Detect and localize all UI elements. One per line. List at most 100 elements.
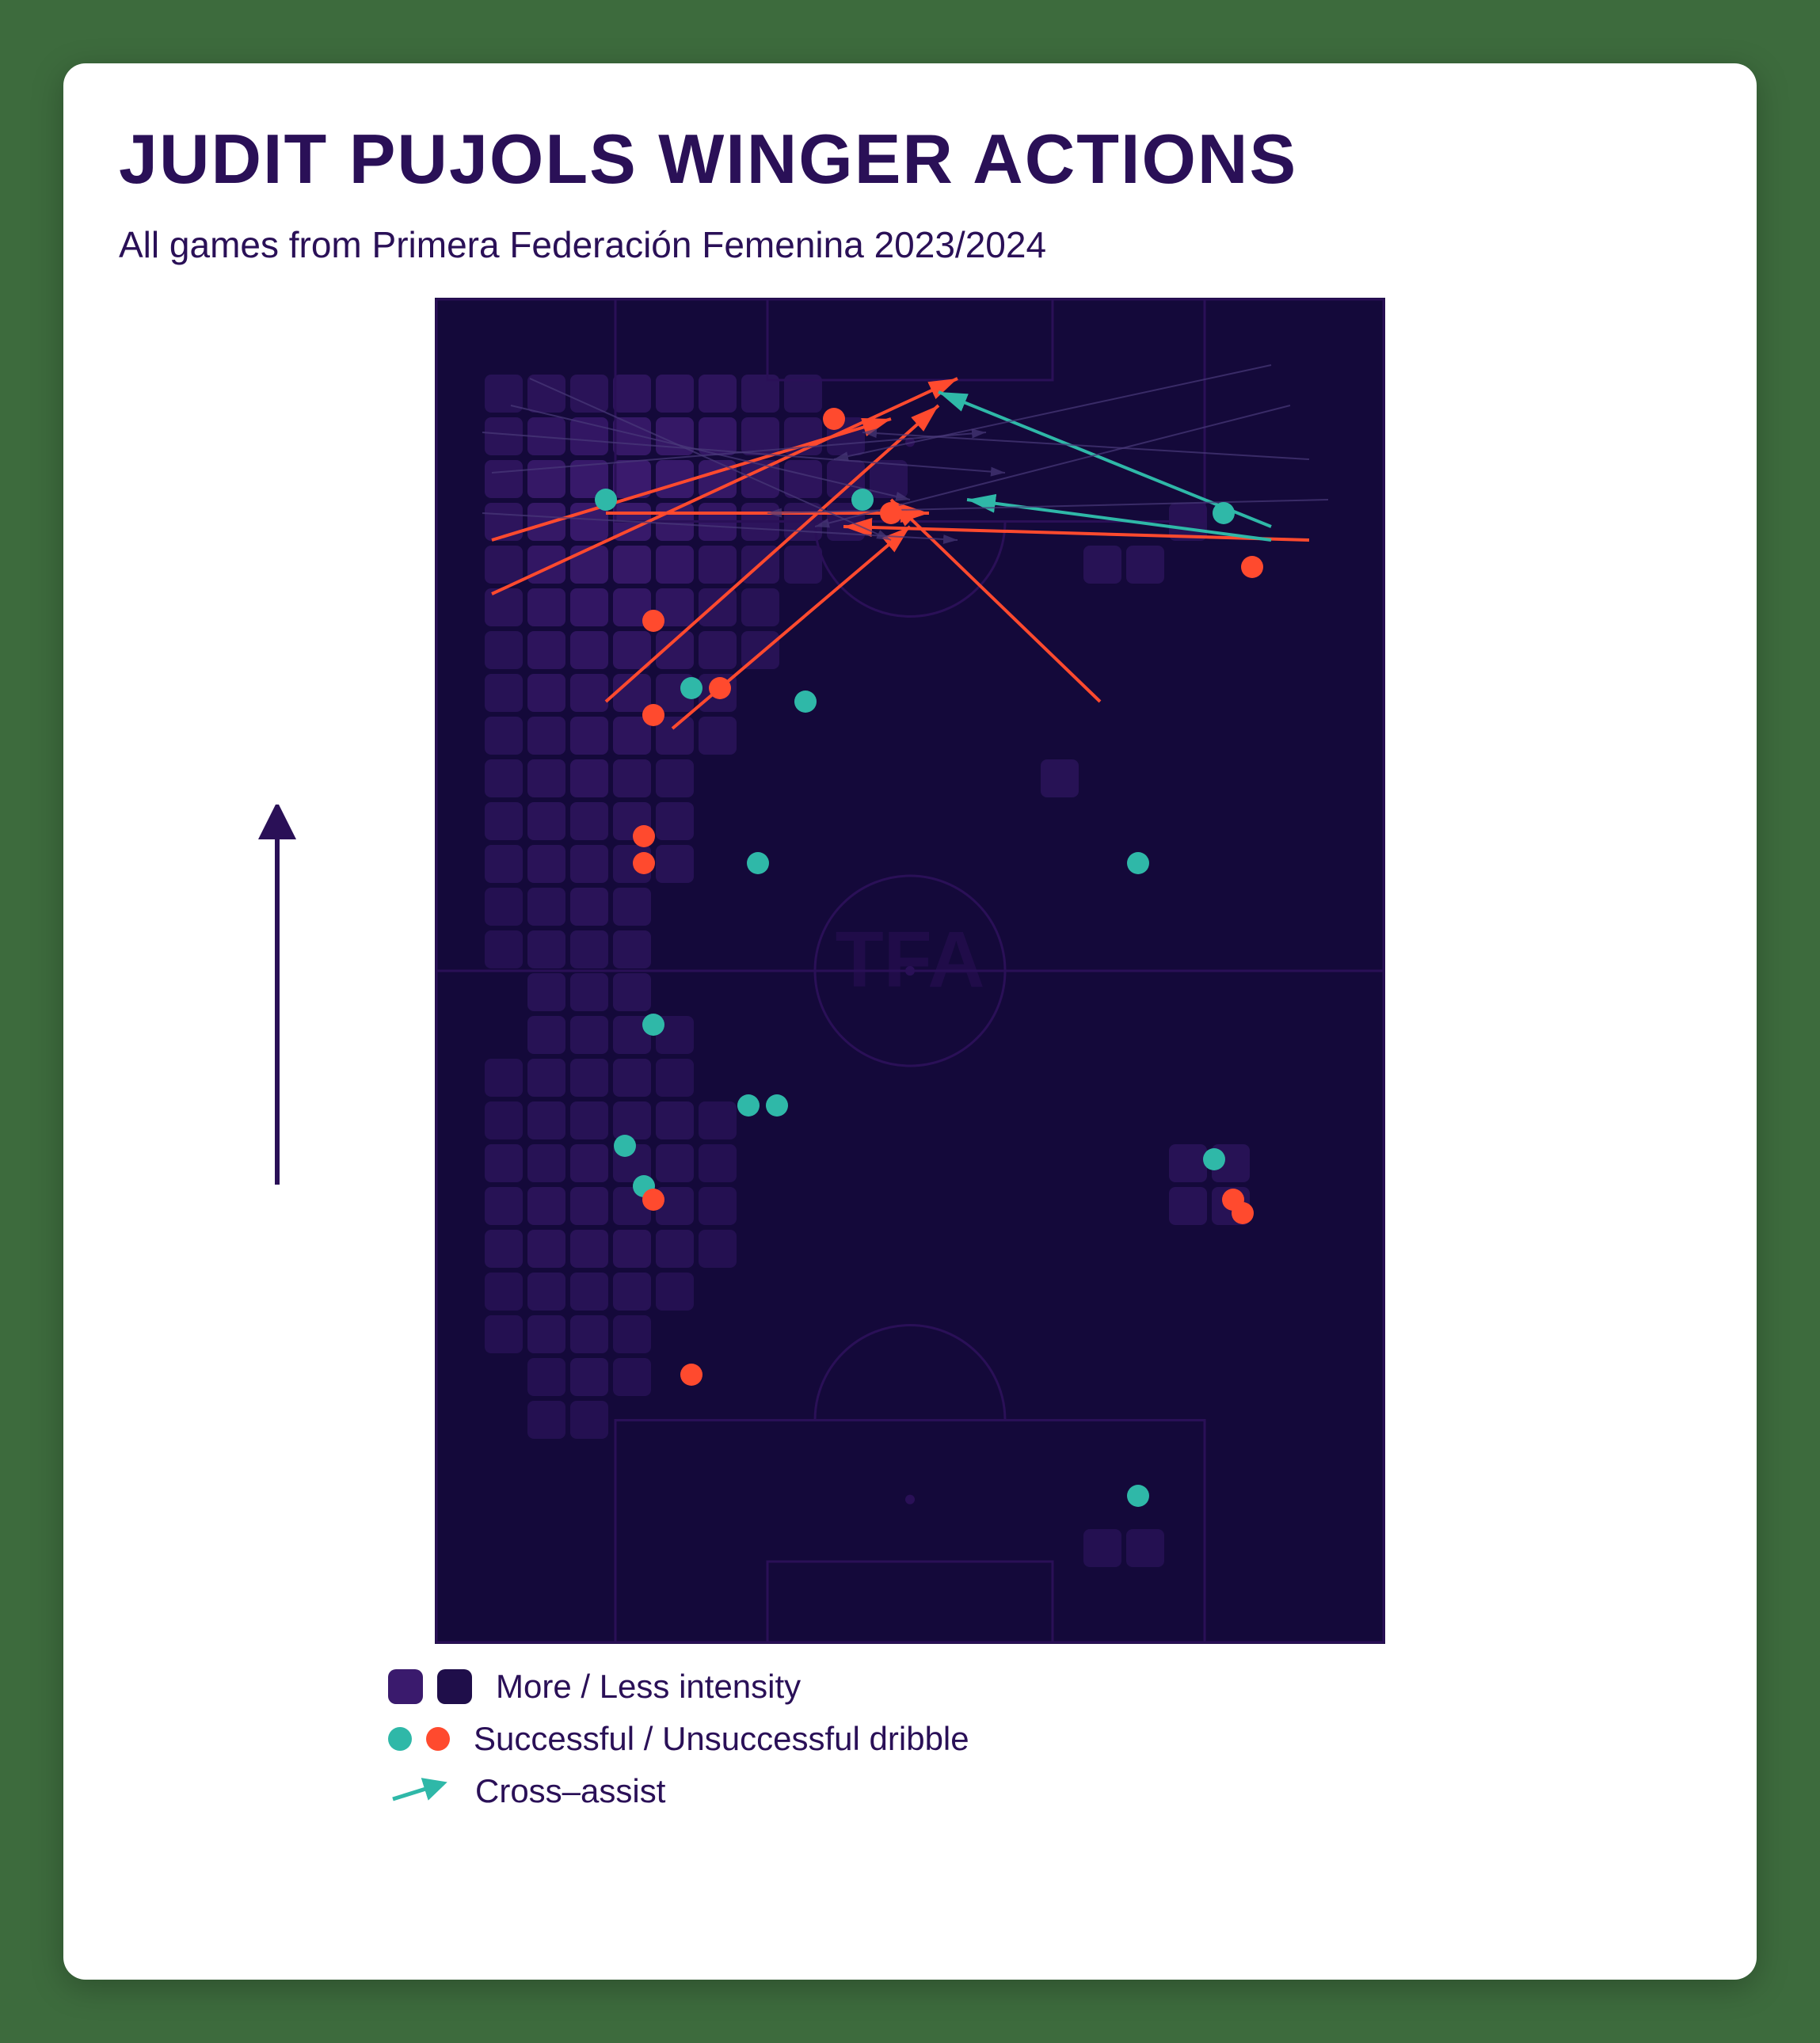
heat-cell [485, 417, 523, 455]
heat-cell [570, 674, 608, 712]
heat-cell [613, 930, 651, 968]
intensity-more-icon [388, 1669, 423, 1704]
heat-cell [570, 973, 608, 1011]
heat-cell [570, 375, 608, 413]
dribble-fail-dot [709, 677, 731, 699]
heat-cell [485, 546, 523, 584]
heat-cell [699, 1187, 737, 1225]
dribble-success-dot [595, 489, 617, 511]
dribble-fail-dot [633, 825, 655, 847]
heat-cell [570, 1358, 608, 1396]
heat-cell [870, 460, 908, 498]
heat-cell [485, 888, 523, 926]
heat-cell [485, 845, 523, 883]
heat-cell [613, 1273, 651, 1311]
heat-cell [1126, 546, 1164, 584]
heat-cell [1041, 759, 1079, 797]
chart-subtitle: All games from Primera Federación Femeni… [119, 223, 1701, 266]
heat-cell [570, 546, 608, 584]
heat-cell [485, 1230, 523, 1268]
heat-cell [527, 888, 565, 926]
heat-cell [527, 1187, 565, 1225]
heat-cell [527, 845, 565, 883]
heat-cell [656, 1059, 694, 1097]
heat-cell [613, 1230, 651, 1268]
direction-arrow-icon [246, 805, 309, 1200]
heat-cell [699, 588, 737, 626]
chart-title: JUDIT PUJOLS WINGER ACTIONS [119, 119, 1701, 200]
heat-cell [527, 1358, 565, 1396]
legend-row-dribble: Successful / Unsuccessful dribble [388, 1720, 1701, 1758]
heat-cell [527, 759, 565, 797]
heat-cell [613, 1101, 651, 1139]
heat-cell [741, 588, 779, 626]
heat-cell [699, 1144, 737, 1182]
heat-cell [527, 1144, 565, 1182]
heat-cell [485, 631, 523, 669]
heat-cell [485, 674, 523, 712]
dribble-success-dot [642, 1014, 664, 1036]
heat-cell [656, 1273, 694, 1311]
heat-cell [570, 1187, 608, 1225]
heat-cell [485, 588, 523, 626]
intensity-less-icon [437, 1669, 472, 1704]
heat-cell [613, 375, 651, 413]
heat-cell [485, 1144, 523, 1182]
dribble-fail-icon [426, 1727, 450, 1751]
heat-cell [485, 1059, 523, 1097]
heat-cell [527, 717, 565, 755]
dribble-fail-dot [633, 852, 655, 874]
heat-cell [485, 759, 523, 797]
dribble-fail-dot [823, 408, 845, 430]
heat-cell [527, 973, 565, 1011]
heat-cell [613, 1059, 651, 1097]
dribble-success-dot [794, 691, 817, 713]
legend-label-assist: Cross–assist [475, 1772, 665, 1810]
heat-cell [656, 1101, 694, 1139]
heat-cell [485, 1273, 523, 1311]
heat-cell [741, 460, 779, 498]
heat-cell [527, 1101, 565, 1139]
heat-cell [485, 460, 523, 498]
heat-cell [613, 631, 651, 669]
heat-cell [570, 759, 608, 797]
heat-cell [527, 460, 565, 498]
heat-cell [613, 1315, 651, 1353]
heat-cell [570, 1101, 608, 1139]
heat-cell [570, 930, 608, 968]
cross-assist-icon [388, 1775, 451, 1807]
legend-label-intensity: More / Less intensity [496, 1668, 801, 1706]
heat-cell [1169, 1144, 1207, 1182]
heat-cell [656, 375, 694, 413]
dribble-fail-dot [880, 502, 902, 524]
heat-cell [527, 1401, 565, 1439]
heat-cell [570, 1016, 608, 1054]
heat-cell [570, 802, 608, 840]
pitch-container: TFA [119, 298, 1701, 1644]
heat-cell [527, 1059, 565, 1097]
heat-cell [1083, 546, 1121, 584]
heat-cell [485, 717, 523, 755]
heat-cell [613, 417, 651, 455]
heat-cell [656, 845, 694, 883]
heat-cell [485, 802, 523, 840]
heat-cell [485, 1315, 523, 1353]
heat-cell [527, 1016, 565, 1054]
heat-cell [699, 631, 737, 669]
heat-cell [699, 717, 737, 755]
heat-cell [527, 930, 565, 968]
heat-cell [527, 588, 565, 626]
heat-cell [570, 588, 608, 626]
legend-row-assist: Cross–assist [388, 1772, 1701, 1810]
dribble-success-dot [1203, 1148, 1225, 1170]
dribble-fail-dot [642, 1189, 664, 1211]
heat-cell [570, 1401, 608, 1439]
heat-cell [527, 1230, 565, 1268]
legend-label-dribble: Successful / Unsuccessful dribble [474, 1720, 969, 1758]
dribble-success-icon [388, 1727, 412, 1751]
heat-cell [613, 888, 651, 926]
dribble-fail-dot [1241, 556, 1263, 578]
heat-cell [527, 674, 565, 712]
heat-cell [485, 930, 523, 968]
dribble-success-dot [614, 1135, 636, 1157]
